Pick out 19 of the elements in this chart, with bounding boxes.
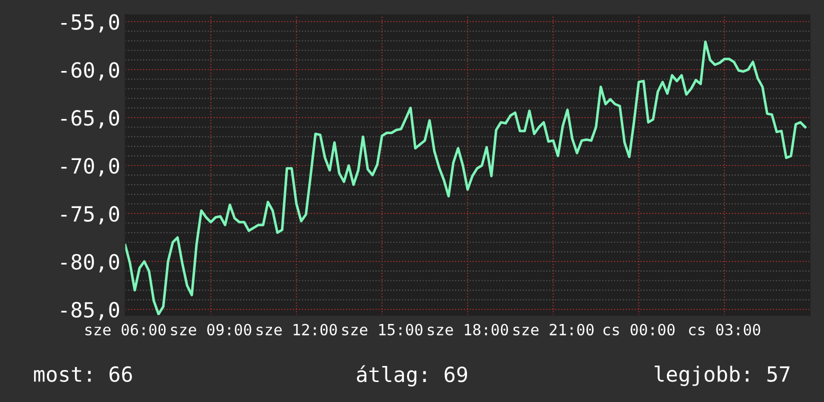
- x-tick-label: sze 15:00: [342, 324, 422, 336]
- x-tick-label: sze 21:00: [513, 324, 594, 336]
- text: átlag: 69: [356, 365, 468, 386]
- y-tick-label: -80,0: [61, 254, 120, 272]
- y-tick-label: -75,0: [61, 206, 120, 224]
- y-tick-label: -65,0: [61, 110, 120, 128]
- x-tick-label: sze 06:00: [85, 324, 166, 336]
- y-tick-label: -70,0: [61, 158, 120, 176]
- x-tick-label: cs 00:00: [603, 324, 675, 336]
- y-tick-label: -60,0: [61, 62, 120, 80]
- x-tick-label: cs 03:00: [689, 324, 760, 336]
- text: most: 66: [34, 366, 132, 382]
- y-tick-label: -85,0: [61, 302, 120, 320]
- y-tick-label: -55,0: [61, 14, 120, 32]
- x-tick-label: sze 09:00: [171, 324, 252, 336]
- x-tick-label: sze 12:00: [256, 324, 337, 336]
- x-tick-label: sze 18:00: [428, 324, 508, 336]
- text: legjobb: 57: [654, 366, 790, 386]
- line-series: [125, 40, 806, 316]
